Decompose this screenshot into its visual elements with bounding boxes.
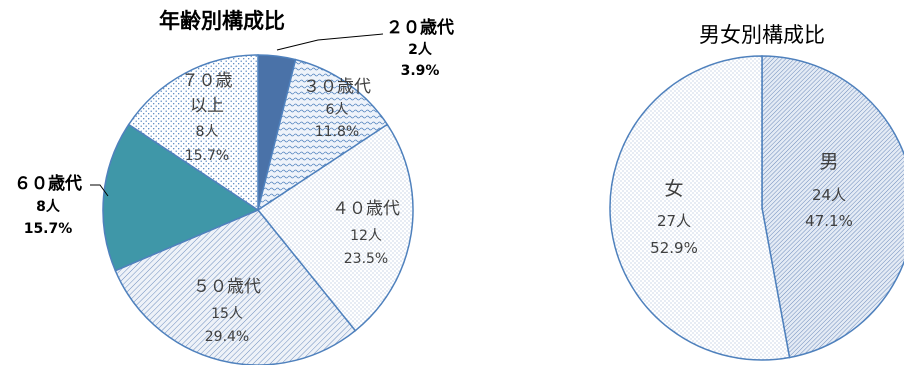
age-label-4-percent: 15.7%	[24, 221, 73, 237]
gender-slice-1	[609, 55, 791, 361]
age-label-5-count: 8人	[196, 124, 219, 140]
age-label-0-name: ２０歳代	[386, 17, 454, 38]
age-label-0-percent: 3.9%	[401, 63, 440, 79]
age-label-1-name: ３０歳代	[303, 77, 371, 97]
gender-slice-0	[761, 55, 904, 359]
age-label-5-name-line2: 以上	[190, 96, 224, 116]
age-slice-1	[256, 58, 389, 212]
age-label-5-name-line1: ７０歳	[182, 71, 233, 91]
gender-label-1-name: 女	[664, 178, 683, 200]
age-chart-title: 年齢別構成比	[159, 9, 285, 33]
age-label-5-percent: 15.7%	[185, 148, 229, 164]
age-label-1-percent: 11.8%	[315, 124, 359, 140]
age-label-0-count: 2人	[408, 41, 433, 58]
gender-chart-title: 男女別構成比	[699, 23, 825, 47]
age-label-3-percent: 29.4%	[205, 329, 249, 345]
age-label-3-name: ５０歳代	[193, 277, 261, 297]
age-label-2-count: 12人	[350, 228, 382, 244]
age-leader-line-4	[90, 184, 109, 197]
age-pie-chart: 年齢別構成比 ２０歳代 2人 3.9% ３０歳代 6人 11.8% ４０歳代 12人 23.5%…	[14, 9, 454, 365]
age-slice-2	[256, 123, 414, 332]
gender-label-1-count: 27人	[657, 212, 691, 230]
gender-pie-chart: 男女別構成比 男 24人 47.1% 女 27人 52.9%	[609, 23, 904, 361]
gender-label-1-percent: 52.9%	[650, 239, 698, 257]
age-slice-3	[114, 209, 357, 365]
age-label-4-name: ６０歳代	[14, 173, 82, 194]
age-label-3-count: 15人	[211, 306, 243, 322]
age-label-2-name: ４０歳代	[332, 199, 400, 219]
gender-label-0-name: 男	[819, 151, 838, 173]
gender-label-0-percent: 47.1%	[805, 212, 853, 230]
gender-label-0-count: 24人	[812, 186, 846, 204]
age-slice-5	[127, 54, 259, 212]
age-label-2-percent: 23.5%	[344, 251, 388, 267]
age-label-1-count: 6人	[326, 102, 349, 118]
age-slice-4	[102, 123, 260, 272]
age-leader-line-0	[276, 33, 384, 51]
age-label-4-count: 8人	[36, 198, 61, 215]
